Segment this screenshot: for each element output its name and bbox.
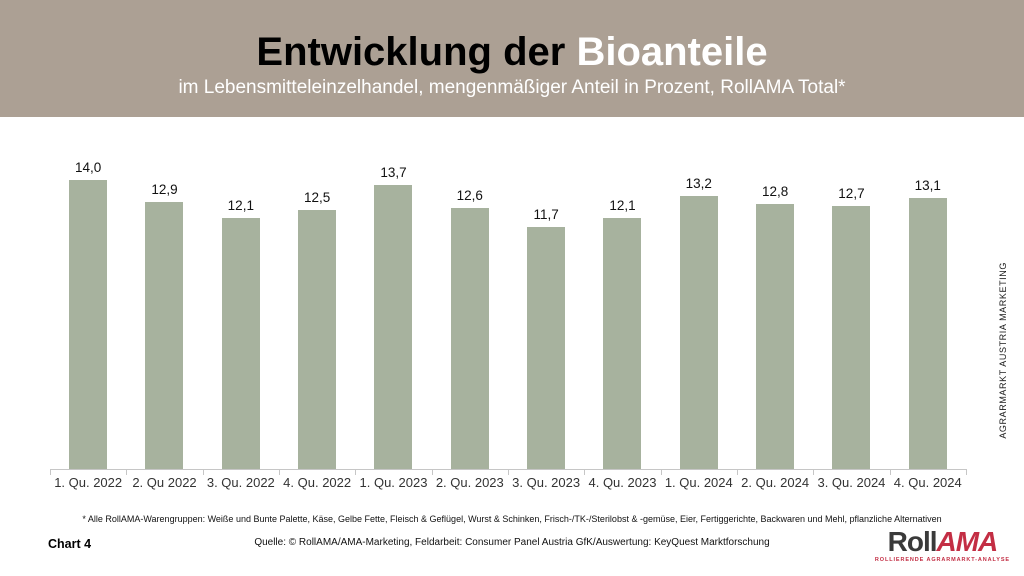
bar-value-label: 12,1 <box>609 198 636 213</box>
x-axis-tick <box>203 470 204 475</box>
bar <box>527 227 566 469</box>
x-axis-tick <box>279 470 280 475</box>
logo-text-ama: AMA <box>936 526 999 557</box>
bar-column: 12,7 <box>813 160 889 469</box>
bar-column: 11,7 <box>508 160 584 469</box>
bar <box>603 218 642 469</box>
x-axis-tick <box>813 470 814 475</box>
x-axis-tick <box>50 470 51 475</box>
x-axis-label: 2. Qu 2022 <box>132 475 197 490</box>
bar-value-label: 12,8 <box>761 184 789 199</box>
bar-column: 13,2 <box>661 160 737 469</box>
x-axis-tick <box>584 470 585 475</box>
x-axis-tick <box>508 470 509 475</box>
bar-column: 12,8 <box>737 160 813 469</box>
page-title-part-accent: Bioanteile <box>576 30 768 74</box>
bar-chart: 14,0 12,9 12,1 12,5 13,7 12,6 11,7 12,1 13,2 12,8… <box>50 160 966 469</box>
x-axis-tick <box>890 470 891 475</box>
x-axis-label: 4. Qu. 2023 <box>588 475 657 490</box>
x-axis-label: 1. Qu. 2023 <box>359 475 428 490</box>
rollama-logo: RollAMA ROLLIERENDE AGRARMARKT-ANALYSE <box>875 528 1010 564</box>
vertical-watermark-label: AGRARMARKT AUSTRIA MARKETING <box>998 262 1008 439</box>
x-axis-tick <box>432 470 433 475</box>
x-axis-label: 1. Qu. 2024 <box>664 475 733 490</box>
x-axis-label: 3. Qu. 2023 <box>512 475 581 490</box>
bar-column: 14,0 <box>50 160 126 469</box>
bar-column: 12,9 <box>126 160 202 469</box>
bar <box>908 198 947 469</box>
bar <box>832 206 871 469</box>
bar-value-label: 12,9 <box>151 182 178 197</box>
bar-column: 12,6 <box>432 160 508 469</box>
x-axis-label: 4. Qu. 2022 <box>283 475 352 490</box>
x-axis-labels: 1. Qu. 2022 2. Qu 2022 3. Qu. 2022 4. Qu. 2… <box>50 475 966 490</box>
chart-number-label: Chart 4 <box>48 537 92 551</box>
footnote: * Alle RollAMA-Warengruppen: Weiße und B… <box>82 514 942 524</box>
x-axis-tick <box>661 470 662 475</box>
bar-column: 13,1 <box>890 160 966 469</box>
bar-value-label: 13,7 <box>380 165 407 180</box>
bar-column: 13,7 <box>355 160 431 469</box>
bar <box>221 218 260 469</box>
bar-value-label: 11,7 <box>533 207 559 222</box>
x-axis-tick <box>737 470 738 475</box>
rollama-logo-wordmark: RollAMA <box>875 528 1010 556</box>
bar <box>756 204 795 469</box>
bar-value-label: 12,6 <box>456 188 483 203</box>
bar <box>298 210 337 469</box>
slide-header: Entwicklung der Bioanteile im Lebensmitt… <box>0 0 1024 117</box>
x-axis-label: 2. Qu. 2024 <box>741 475 810 490</box>
x-axis-tick <box>126 470 127 475</box>
logo-tagline: ROLLIERENDE AGRARMARKT-ANALYSE <box>874 557 1010 563</box>
bar <box>69 180 108 469</box>
bar-column: 12,5 <box>279 160 355 469</box>
bar-value-label: 13,1 <box>914 178 941 193</box>
bar-value-label: 12,1 <box>227 198 254 213</box>
x-axis-tick <box>966 470 967 475</box>
x-axis-line <box>50 469 967 475</box>
x-axis-tick <box>355 470 356 475</box>
bar-column: 12,1 <box>203 160 279 469</box>
bar-value-label: 12,7 <box>838 186 865 201</box>
bar <box>374 185 413 469</box>
x-axis-label: 3. Qu. 2022 <box>206 475 275 490</box>
bar <box>679 196 718 469</box>
bar <box>145 202 184 469</box>
x-axis-label: 1. Qu. 2022 <box>54 475 123 490</box>
bar-column: 12,1 <box>584 160 660 469</box>
x-axis-label: 2. Qu. 2023 <box>435 475 504 490</box>
bar-value-label: 14,0 <box>75 160 102 175</box>
bar-value-label: 13,2 <box>685 176 712 191</box>
x-axis-label: 3. Qu. 2024 <box>817 475 886 490</box>
logo-text-roll: Roll <box>887 526 938 557</box>
x-axis-label: 4. Qu. 2024 <box>893 475 962 490</box>
bar <box>450 208 489 469</box>
page-subtitle: im Lebensmitteleinzelhandel, mengenmäßig… <box>178 77 846 98</box>
source-line: Quelle: © RollAMA/AMA-Marketing, Feldarb… <box>254 537 770 548</box>
page-title: Entwicklung der Bioanteile <box>0 30 1024 74</box>
bar-value-label: 12,5 <box>304 190 331 205</box>
page-title-part-black: Entwicklung der <box>256 30 577 74</box>
